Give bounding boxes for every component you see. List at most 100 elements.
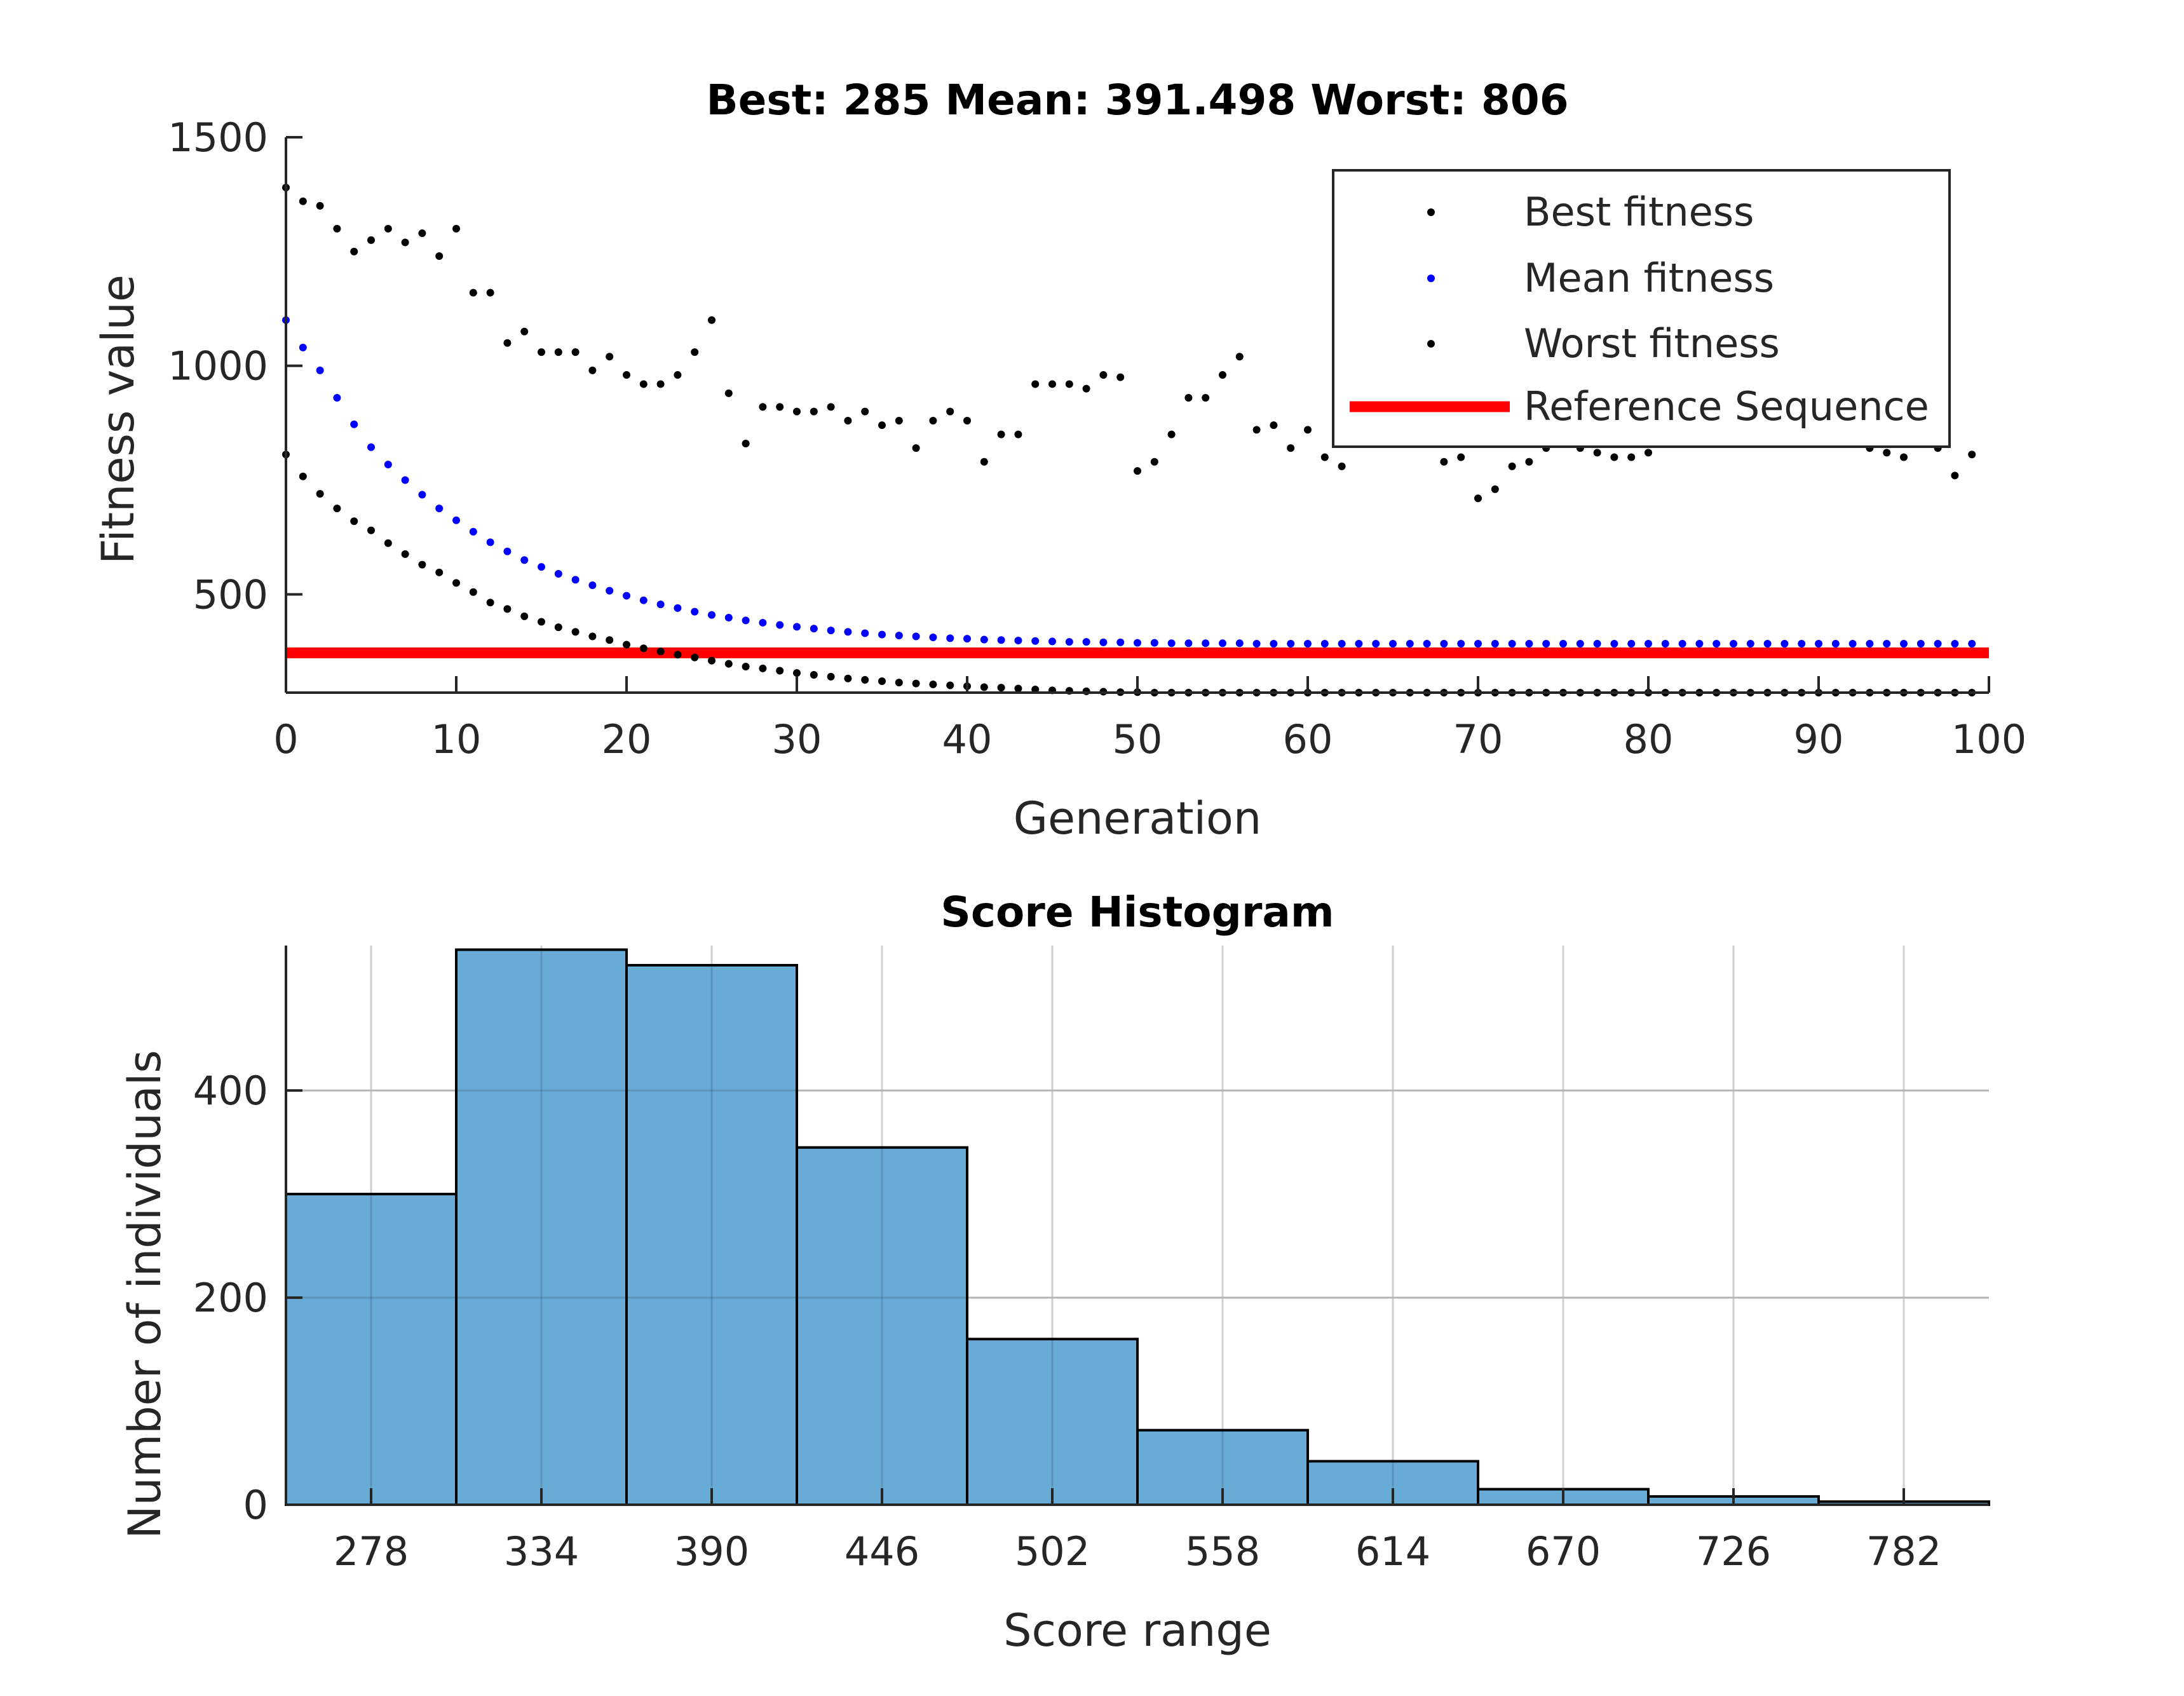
worst-fitness-point [1134, 467, 1141, 475]
best-fitness-point [912, 679, 920, 688]
mean-fitness-point [708, 611, 716, 619]
fitness-x-tick-label: 100 [1951, 716, 2026, 763]
best-fitness-point [1031, 685, 1040, 693]
mean-fitness-point [1270, 640, 1278, 648]
mean-fitness-point [1372, 640, 1380, 648]
mean-fitness-point [1320, 640, 1329, 648]
best-fitness-point [759, 664, 767, 672]
worst-fitness-point [588, 366, 597, 374]
mean-fitness-point [946, 634, 954, 642]
mean-fitness-point [1099, 638, 1108, 646]
worst-fitness-point [793, 407, 801, 416]
mean-fitness-point [1678, 640, 1686, 648]
best-fitness-point [1014, 684, 1022, 693]
worst-fitness-point [776, 403, 784, 411]
mean-fitness-point [759, 618, 767, 627]
mean-fitness-point [623, 592, 630, 600]
worst-fitness-point [1900, 453, 1908, 461]
worst-fitness-point [333, 224, 341, 233]
legend-label-mean-fitness: Mean fitness [1524, 255, 1774, 301]
mean-fitness-point [486, 538, 494, 546]
mean-fitness-point [1082, 638, 1090, 646]
best-fitness-point [384, 539, 392, 547]
mean-fitness-point [639, 596, 648, 604]
mean-fitness-point [810, 625, 818, 633]
mean-fitness-point [674, 604, 682, 612]
histogram-axes [285, 946, 1989, 1506]
best-fitness-point [469, 588, 477, 596]
mean-fitness-point [554, 569, 562, 578]
fitness-y-tick-label: 500 [193, 571, 268, 618]
mean-fitness-point [1423, 640, 1431, 648]
worst-fitness-point [1645, 449, 1652, 457]
mean-fitness-point [1440, 640, 1448, 648]
worst-fitness-point [1951, 471, 1959, 480]
best-fitness-point [299, 472, 307, 480]
worst-fitness-point [299, 197, 307, 205]
mean-fitness-point [1559, 640, 1567, 648]
legend-marker-best-fitness [1427, 208, 1435, 216]
worst-fitness-point [1968, 451, 1976, 459]
worst-fitness-point [1167, 430, 1176, 438]
worst-fitness-point [963, 416, 971, 424]
worst-fitness-point [827, 403, 835, 411]
best-fitness-point [980, 683, 988, 691]
mean-fitness-point [1167, 639, 1176, 648]
best-fitness-point [674, 651, 682, 659]
worst-fitness-point [367, 236, 375, 244]
worst-fitness-point [538, 348, 545, 356]
mean-fitness-series [282, 316, 1976, 648]
best-fitness-point [333, 505, 341, 513]
legend-label-best-fitness: Best fitness [1524, 189, 1754, 235]
mean-fitness-point [878, 630, 886, 639]
best-fitness-point [401, 550, 409, 559]
worst-fitness-point [674, 371, 682, 379]
worst-fitness-point [929, 416, 937, 424]
legend-label-reference-sequence: Reference Sequence [1524, 383, 1929, 430]
mean-fitness-point [1508, 640, 1516, 648]
legend-label-worst-fitness: Worst fitness [1524, 320, 1780, 367]
mean-fitness-point [1048, 637, 1056, 646]
mean-fitness-point [1831, 640, 1840, 648]
fitness-x-tick-label: 50 [1113, 716, 1163, 763]
mean-fitness-point [1730, 640, 1737, 648]
fitness-plot-y-label: Fitness value [92, 275, 144, 564]
best-fitness-point [827, 672, 835, 681]
mean-fitness-point [1866, 640, 1874, 648]
worst-fitness-point [1320, 453, 1329, 461]
fitness-x-tick-label: 70 [1453, 716, 1503, 763]
best-fitness-point [554, 623, 562, 632]
fitness-x-tick-label: 0 [273, 716, 298, 763]
worst-fitness-point [1219, 371, 1226, 379]
best-fitness-point [878, 677, 886, 686]
fitness-x-tick-label: 20 [602, 716, 652, 763]
worst-fitness-point [1508, 462, 1516, 470]
mean-fitness-point [1900, 640, 1908, 648]
histogram-x-tick-label: 558 [1185, 1528, 1260, 1575]
mean-fitness-point [724, 614, 733, 622]
worst-fitness-point [1235, 353, 1244, 361]
worst-fitness-point [1270, 421, 1278, 430]
best-fitness-point [1082, 687, 1090, 695]
histogram-x-tick-label: 446 [844, 1528, 919, 1575]
best-fitness-point [452, 579, 460, 587]
best-fitness-point [435, 568, 444, 576]
mean-fitness-point [384, 461, 392, 469]
worst-fitness-point [418, 229, 426, 238]
fitness-x-tick-label: 40 [942, 716, 993, 763]
worst-fitness-point [1304, 426, 1312, 434]
worst-fitness-point [1082, 384, 1090, 393]
fitness-y-tick-label: 1500 [168, 114, 268, 161]
histogram-y-tick-label: 400 [193, 1068, 268, 1114]
mean-fitness-point [793, 623, 801, 631]
histogram-x-tick-label: 614 [1355, 1528, 1430, 1575]
mean-fitness-point [1491, 640, 1499, 648]
worst-fitness-point [1525, 458, 1533, 466]
worst-fitness-point [606, 353, 614, 361]
fitness-y-tick-label: 1000 [168, 343, 268, 390]
worst-fitness-point [486, 288, 494, 297]
mean-fitness-point [1815, 640, 1822, 648]
mean-fitness-point [418, 491, 426, 499]
fitness-plot: Best: 285 Mean: 391.498 Worst: 806 0 10 20… [92, 76, 2026, 845]
worst-fitness-point [1065, 380, 1073, 388]
